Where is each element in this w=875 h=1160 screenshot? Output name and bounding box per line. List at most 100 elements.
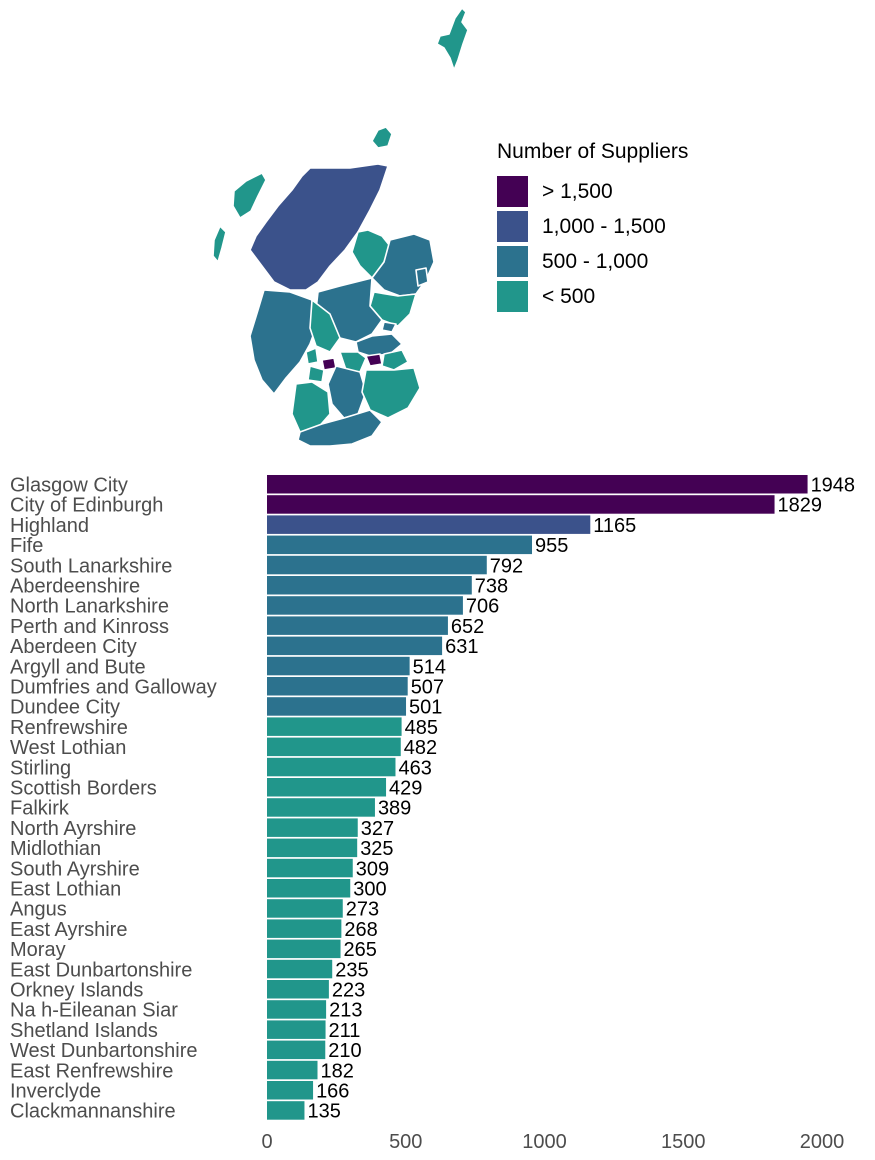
bar-west-lothian — [267, 737, 401, 757]
category-label-shetland-islands: Shetland Islands — [10, 1020, 158, 1042]
bar-falkirk — [267, 798, 375, 817]
category-label-falkirk: Falkirk — [10, 798, 70, 820]
value-label-aberdeen-city: 631 — [445, 636, 478, 658]
value-label-west-dunbartonshire: 210 — [328, 1040, 361, 1062]
category-label-na-h-eileanan-siar: Na h-Eileanan Siar — [10, 1000, 178, 1022]
bar-fife — [267, 535, 533, 555]
bar-renfrewshire — [267, 717, 402, 736]
bar-east-renfrewshire — [267, 1060, 318, 1080]
bar-south-ayrshire — [267, 858, 353, 878]
category-label-perth-and-kinross: Perth and Kinross — [10, 616, 169, 638]
bar-glasgow-city — [267, 475, 808, 494]
map-region-western-isles — [232, 172, 267, 219]
bar-inverclyde — [267, 1081, 314, 1100]
category-label-argyll-and-bute: Argyll and Bute — [10, 656, 146, 678]
value-label-moray: 265 — [344, 939, 377, 961]
scotland-map — [212, 7, 469, 447]
value-label-midlothian: 325 — [360, 838, 393, 860]
value-label-perth-and-kinross: 652 — [451, 616, 484, 638]
category-label-west-lothian: West Lothian — [10, 737, 126, 759]
bar-east-ayrshire — [267, 919, 342, 938]
map-region-highland — [249, 163, 389, 291]
bar-north-lanarkshire — [267, 596, 463, 615]
x-tick-label-1500: 1500 — [661, 1131, 706, 1153]
category-label-aberdeen-city: Aberdeen City — [10, 636, 137, 658]
value-label-glasgow-city: 1948 — [811, 475, 856, 497]
legend-item-1000-1500: 1,000 - 1,500 — [497, 209, 688, 244]
bar-north-ayrshire — [267, 818, 358, 837]
value-label-north-ayrshire: 327 — [361, 818, 394, 840]
category-label-stirling: Stirling — [10, 757, 71, 779]
bar-east-dunbartonshire — [267, 959, 333, 979]
value-label-east-lothian: 300 — [353, 879, 386, 901]
map-region-stirling — [309, 299, 341, 353]
value-label-dumfries-and-galloway: 507 — [411, 677, 444, 699]
bar-clackmannanshire — [267, 1101, 305, 1120]
bar-highland — [267, 515, 591, 534]
legend-swatch — [497, 211, 528, 242]
value-label-west-lothian: 482 — [404, 737, 437, 759]
value-label-east-renfrewshire: 182 — [321, 1060, 354, 1082]
bar-na-h-eileanan-siar — [267, 1000, 327, 1019]
map-region-west-dunbartonshire — [305, 347, 319, 365]
value-label-south-ayrshire: 309 — [356, 858, 389, 880]
bar-aberdeenshire — [267, 576, 472, 595]
bar-south-lanarkshire — [267, 555, 487, 575]
value-label-fife: 955 — [535, 535, 568, 557]
value-label-scottish-borders: 429 — [389, 778, 422, 800]
category-label-moray: Moray — [10, 939, 66, 961]
bar-city-of-edinburgh — [267, 495, 775, 514]
value-label-north-lanarkshire: 706 — [466, 596, 499, 618]
value-label-falkirk: 389 — [378, 798, 411, 820]
x-tick-label-500: 500 — [389, 1131, 422, 1153]
value-label-angus: 273 — [346, 899, 379, 921]
category-label-dumfries-and-galloway: Dumfries and Galloway — [10, 677, 217, 699]
category-label-west-dunbartonshire: West Dunbartonshire — [10, 1040, 198, 1062]
category-label-renfrewshire: Renfrewshire — [10, 717, 128, 739]
map-region-renfrewshire — [307, 365, 325, 383]
map-region-shetland — [436, 7, 469, 71]
map-region-ayrshire — [291, 381, 331, 433]
x-tick-label-0: 0 — [261, 1131, 272, 1153]
legend-swatch — [497, 176, 528, 207]
value-label-inverclyde: 166 — [316, 1081, 349, 1103]
map-legend: Number of Suppliers > 1,500 1,000 - 1,50… — [497, 140, 688, 314]
value-label-aberdeenshire: 738 — [475, 576, 508, 598]
category-label-north-lanarkshire: North Lanarkshire — [10, 596, 169, 618]
category-label-aberdeenshire: Aberdeenshire — [10, 576, 140, 598]
bar-dumfries-and-galloway — [267, 677, 408, 696]
value-label-highland: 1165 — [593, 515, 636, 537]
bar-stirling — [267, 757, 396, 777]
category-label-angus: Angus — [10, 899, 67, 921]
bar-dundee-city — [267, 697, 407, 716]
bar-perth-and-kinross — [267, 616, 448, 635]
bar-argyll-and-bute — [267, 656, 410, 676]
category-label-clackmannanshire: Clackmannanshire — [10, 1101, 176, 1123]
bar-angus — [267, 899, 343, 918]
x-tick-label-2000: 2000 — [800, 1131, 845, 1153]
category-label-scottish-borders: Scottish Borders — [10, 778, 157, 800]
legend-label: 500 - 1,000 — [542, 249, 649, 273]
value-label-dundee-city: 501 — [409, 697, 442, 719]
category-label-inverclyde: Inverclyde — [10, 1081, 101, 1103]
category-label-dundee-city: Dundee City — [10, 697, 120, 719]
category-label-east-ayrshire: East Ayrshire — [10, 919, 127, 941]
category-label-south-ayrshire: South Ayrshire — [10, 858, 140, 880]
category-label-south-lanarkshire: South Lanarkshire — [10, 555, 172, 577]
category-label-city-of-edinburgh: City of Edinburgh — [10, 495, 163, 517]
bar-moray — [267, 939, 341, 959]
value-label-clackmannanshire: 135 — [307, 1101, 340, 1123]
map-region-orkney — [371, 126, 393, 149]
value-label-east-dunbartonshire: 235 — [335, 959, 368, 981]
bar-east-lothian — [267, 879, 351, 898]
category-label-highland: Highland — [10, 515, 89, 537]
map-region-dumfries-galloway — [297, 409, 383, 447]
category-label-glasgow-city: Glasgow City — [10, 475, 128, 497]
map-region-west-lothian — [339, 351, 367, 373]
value-label-renfrewshire: 485 — [405, 717, 438, 739]
map-region-western-isles-south — [212, 225, 227, 263]
value-label-shetland-islands: 211 — [329, 1020, 361, 1042]
category-label-east-renfrewshire: East Renfrewshire — [10, 1060, 173, 1082]
legend-swatch — [497, 281, 528, 312]
map-region-scottish-borders — [361, 367, 421, 419]
